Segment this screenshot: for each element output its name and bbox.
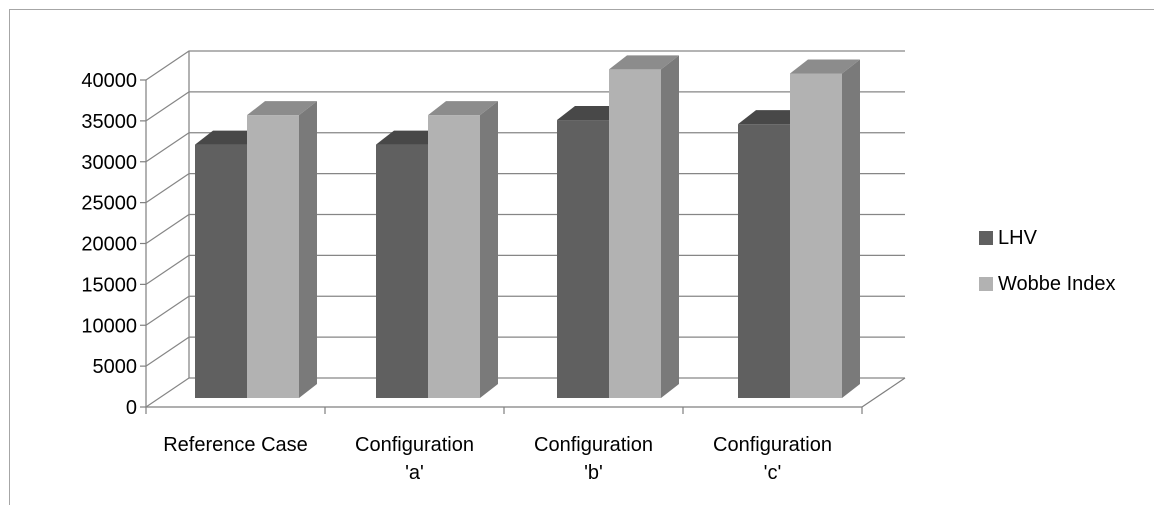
bar [247,101,317,399]
gridline [145,50,905,81]
bar [790,59,860,398]
y-tick-label: 15000 [81,274,137,296]
legend-label: LHV [998,227,1038,249]
y-tick-label: 25000 [81,193,137,215]
x-tick-label: 'a' [405,462,424,484]
bar-top [790,59,860,74]
x-tick-label: Configuration [713,434,832,456]
y-tick-label: 30000 [81,152,137,174]
x-tick-label: Configuration [534,434,653,456]
legend-label: Wobbe Index [998,273,1116,295]
x-axis-labels: Reference Case Configuration 'a' Configurat… [163,434,832,484]
legend: LHV Wobbe Index [979,227,1116,295]
y-tick-label: 0 [126,397,137,419]
x-tick-label: 'c' [764,462,782,484]
bar-side [299,101,317,399]
y-tick-label: 10000 [81,315,137,337]
bar-side [842,59,860,398]
legend-swatch [979,277,993,291]
bar-front [195,144,247,398]
bar [428,101,498,399]
x-tick-label: Reference Case [163,434,308,456]
y-tick-label: 5000 [93,356,138,378]
chart-frame [9,9,1154,505]
bar-front [738,124,790,398]
bar-front [428,115,480,399]
bar-front [247,115,299,399]
x-tick-label: 'b' [584,462,603,484]
bar-front [790,73,842,398]
bar [609,55,679,399]
bar-front [609,69,661,399]
bar-side [661,55,679,399]
y-tick-label: 35000 [81,111,137,133]
bar-top [428,101,498,116]
bar-front [557,120,609,399]
bar-top [609,55,679,70]
legend-swatch [979,231,993,245]
y-axis-ticks: 0 5000 10000 15000 20000 25000 30000 35000 40000 [81,70,137,419]
bar-top [247,101,317,116]
bars [195,55,860,399]
y-tick-label: 40000 [81,70,137,92]
x-tick-label: Configuration [355,434,474,456]
y-tick-label: 20000 [81,234,137,256]
bar-side [480,101,498,399]
bar-front [376,144,428,398]
floor-right-edge [861,377,906,408]
